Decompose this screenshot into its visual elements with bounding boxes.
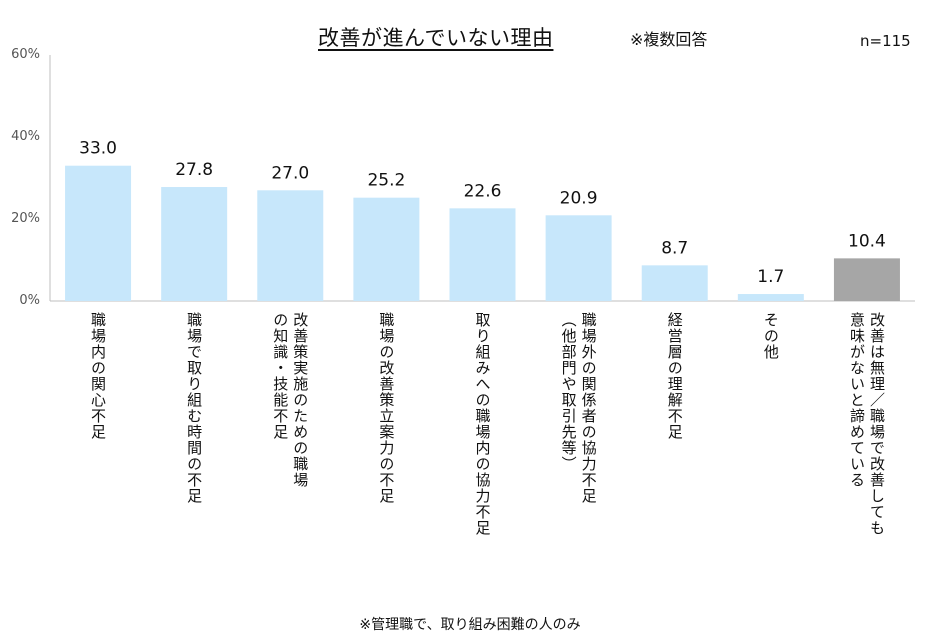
bar-9: [833, 258, 900, 301]
bar-6: [545, 215, 612, 301]
bar-5: [449, 208, 516, 301]
x-tick-label-6: 職場外の関係者の協力不足 （他部門や取引先等）: [559, 312, 598, 504]
data-label-5: 22.6: [464, 181, 502, 201]
bar-2: [161, 187, 228, 301]
x-tick-label-5: 取り組みへの職場内の協力不足: [473, 312, 492, 536]
x-tick-label-8: その他: [761, 312, 780, 360]
x-tick-label-3: 改善策実施のための職場 の知識・技能不足: [271, 312, 310, 488]
y-tick-60: 60%: [11, 47, 40, 62]
bar-8: [737, 294, 804, 301]
y-tick-40: 40%: [11, 129, 40, 144]
x-tick-label-1: 職場内の関心不足: [89, 312, 108, 440]
chart-title: 改善が進んでいない理由: [318, 26, 554, 50]
data-label-4: 25.2: [367, 171, 405, 191]
y-tick-0: 0%: [19, 293, 40, 308]
x-tick-label-2: 職場で取り組む時間の不足: [185, 312, 204, 504]
data-label-8: 1.7: [757, 267, 784, 287]
data-label-7: 8.7: [661, 238, 688, 258]
data-label-2: 27.8: [175, 160, 213, 180]
bar-4: [353, 197, 420, 301]
chart-subtitle: ※複数回答: [630, 30, 708, 49]
bar-1: [65, 165, 132, 301]
y-tick-20: 20%: [11, 211, 40, 226]
data-label-1: 33.0: [79, 139, 117, 159]
x-tick-label-7: 経営層の理解不足: [665, 312, 684, 440]
x-tick-label-9: 改善は無理／職場で改善しても 意味がないと諦めている: [847, 312, 886, 536]
bar-7: [641, 265, 708, 301]
x-tick-label-4: 職場の改善策立案力の不足: [377, 312, 396, 504]
data-label-3: 27.0: [271, 163, 309, 183]
sample-size: n=115: [860, 32, 911, 50]
chart-footnote: ※管理職で、取り組み困難の人のみ: [359, 617, 581, 633]
data-label-6: 20.9: [560, 188, 598, 208]
data-label-9: 10.4: [848, 231, 886, 251]
bar-3: [257, 190, 324, 301]
